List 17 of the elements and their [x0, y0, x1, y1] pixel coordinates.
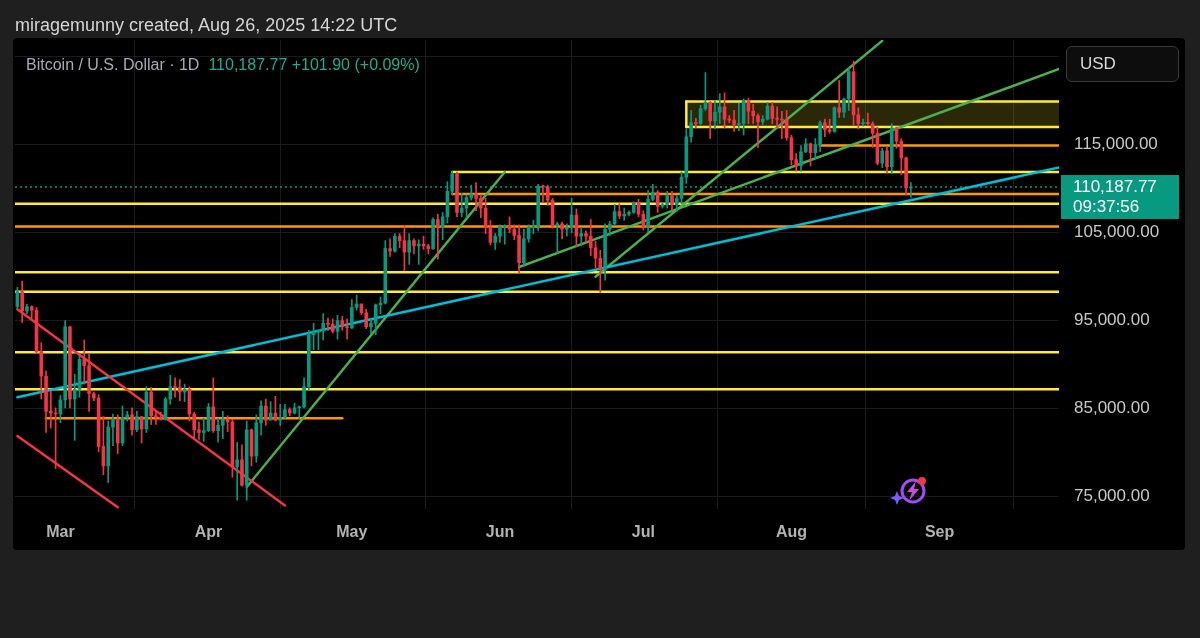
text: 110,187.77 +101.90 (+0.09%) — [208, 56, 420, 73]
x-tick-label: Aug — [775, 523, 807, 541]
x-tick-label: Jul — [631, 523, 655, 541]
y-tick-label: 115,000.00 — [1074, 134, 1158, 154]
y-tick-label: 85,000.00 — [1074, 398, 1150, 418]
y-axis-title: USD — [1066, 46, 1179, 82]
x-tick-label: Jun — [485, 523, 515, 541]
text: miragemunny created, Aug 26, 2025 14:22 UTC — [15, 15, 398, 35]
y-tick-label: 75,000.00 — [1074, 486, 1150, 506]
ref-line-label: 110,187.77 09:37:56 — [1073, 176, 1157, 216]
y-tick-label: 105,000.00 — [1074, 222, 1160, 242]
text: Bitcoin / U.S. Dollar · 1D — [26, 56, 200, 73]
x-tick-label: May — [336, 523, 368, 541]
x-tick-label: Apr — [194, 523, 223, 541]
y-tick-label: 95,000.00 — [1074, 310, 1150, 330]
x-tick-label: Sep — [924, 523, 955, 541]
x-tick-label: Mar — [46, 523, 75, 541]
